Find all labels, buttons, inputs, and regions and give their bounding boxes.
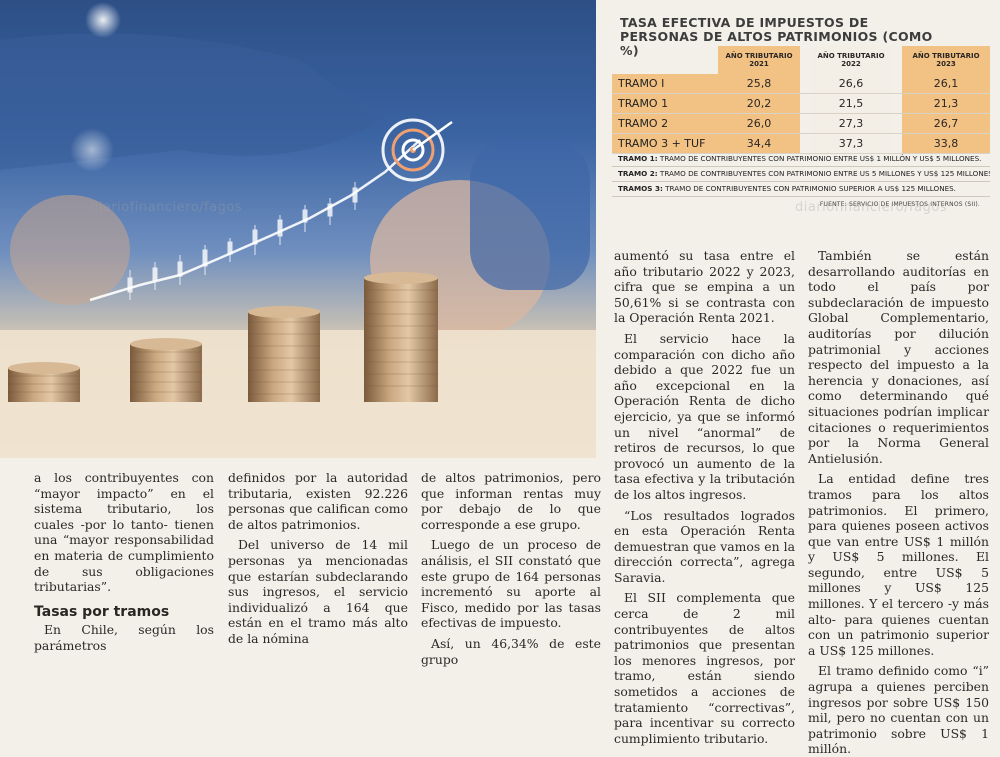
trend-line <box>89 139 421 302</box>
table-title: TASA EFECTIVA DE IMPUESTOS DE PERSONAS D… <box>620 15 933 58</box>
row-label: TRAMO I <box>612 74 718 93</box>
column-header: AÑO TRIBUTARIO 2022 <box>810 46 892 74</box>
table-notes: TRAMO 1: TRAMO DE CONTRIBUYENTES CON PAT… <box>612 152 990 208</box>
paragraph: a los contribuyentes con “mayor impacto”… <box>34 470 214 595</box>
paragraph: El SII complementa que cerca de 2 mil co… <box>614 590 795 746</box>
paragraph: de altos patrimonios, pero que informan … <box>421 470 601 532</box>
article-column-2: definidos por la autoridad tributaria, e… <box>228 470 408 647</box>
article-column-5: También se están desarrollando auditoría… <box>808 248 989 757</box>
row-label: TRAMO 1 <box>612 94 718 113</box>
table-cell: 25,8 <box>718 74 800 93</box>
table-cell: 27,3 <box>810 114 892 133</box>
paragraph: Luego de un proceso de análisis, el SII … <box>421 537 601 631</box>
table-cell: 26,7 <box>902 114 990 133</box>
coins-growth-illustration <box>0 2 596 458</box>
article-column-3: de altos patrimonios, pero que informan … <box>421 470 601 667</box>
row-label: TRAMO 2 <box>612 114 718 133</box>
paragraph: Del universo de 14 mil personas ya menci… <box>228 537 408 646</box>
table-note: TRAMO 1: TRAMO DE CONTRIBUYENTES CON PAT… <box>612 152 990 167</box>
paragraph: “Los resultados logrados en esta Operaci… <box>614 507 795 585</box>
table-row: TRAMO I 25,8 26,6 26,1 <box>612 74 990 94</box>
note-label: TRAMO 2: <box>618 169 658 178</box>
article-photo <box>0 0 596 458</box>
table-header-row: AÑO TRIBUTARIO 2021 AÑO TRIBUTARIO 2022 … <box>612 46 990 74</box>
column-header: AÑO TRIBUTARIO 2021 <box>718 46 800 74</box>
paragraph: También se están desarrollando auditoría… <box>808 248 989 466</box>
table-cell: 33,8 <box>902 134 990 153</box>
paragraph: La entidad define tres tramos para los a… <box>808 471 989 658</box>
paragraph: El tramo definido como “i” agrupa a quie… <box>808 663 989 757</box>
note-label: TRAMO 1: <box>618 154 658 163</box>
coin-stacks <box>8 272 438 402</box>
paragraph: El servicio hace la comparación con dich… <box>614 330 795 502</box>
tax-rate-table: TASA EFECTIVA DE IMPUESTOS DE PERSONAS D… <box>612 12 990 212</box>
article-column-4: aumentó su tasa entre el año tributario … <box>614 248 795 746</box>
row-label: TRAMO 3 + TUF <box>612 134 718 153</box>
table-row: TRAMO 1 20,2 21,5 21,3 <box>612 94 990 114</box>
table-row: TRAMO 2 26,0 27,3 26,7 <box>612 114 990 134</box>
target-icon <box>381 118 453 182</box>
paragraph: aumentó su tasa entre el año tributario … <box>614 248 795 326</box>
candlestick-chart <box>127 182 358 300</box>
table-cell: 26,6 <box>810 74 892 93</box>
table-note: TRAMO 2: TRAMO DE CONTRIBUYENTES CON PAT… <box>612 167 990 182</box>
section-heading: Tasas por tramos <box>34 603 170 620</box>
table-note: TRAMOS 3: TRAMO DE CONTRIBUYENTES CON PA… <box>612 182 990 197</box>
paragraph: definidos por la autoridad tributaria, e… <box>228 470 408 532</box>
paragraph: En Chile, según los parámetros <box>34 622 214 653</box>
article-column-1: a los contribuyentes con “mayor impacto”… <box>34 470 214 654</box>
column-header: AÑO TRIBUTARIO 2023 <box>902 46 990 74</box>
table-cell: 21,3 <box>902 94 990 113</box>
paragraph: Así, un 46,34% de este grupo <box>421 635 601 667</box>
table-cell: 37,3 <box>810 134 892 153</box>
table-cell: 20,2 <box>718 94 800 113</box>
note-text: TRAMO DE CONTRIBUYENTES CON PATRIMONIO E… <box>657 154 982 163</box>
table-source: FUENTE: SERVICIO DE IMPUESTOS INTERNOS (… <box>819 201 980 208</box>
table-cell: 34,4 <box>718 134 800 153</box>
table-cell: 21,5 <box>810 94 892 113</box>
note-text: TRAMO DE CONTRIBUYENTES CON PATRIMONIO S… <box>662 184 956 193</box>
table-cell: 26,0 <box>718 114 800 133</box>
table-grid: AÑO TRIBUTARIO 2021 AÑO TRIBUTARIO 2022 … <box>612 46 990 154</box>
note-text: TRAMO DE CONTRIBUYENTES CON PATRIMONIO E… <box>657 169 990 178</box>
note-label: TRAMOS 3: <box>618 184 663 193</box>
table-row: TRAMO 3 + TUF 34,4 37,3 33,8 <box>612 134 990 154</box>
table-cell: 26,1 <box>902 74 990 93</box>
